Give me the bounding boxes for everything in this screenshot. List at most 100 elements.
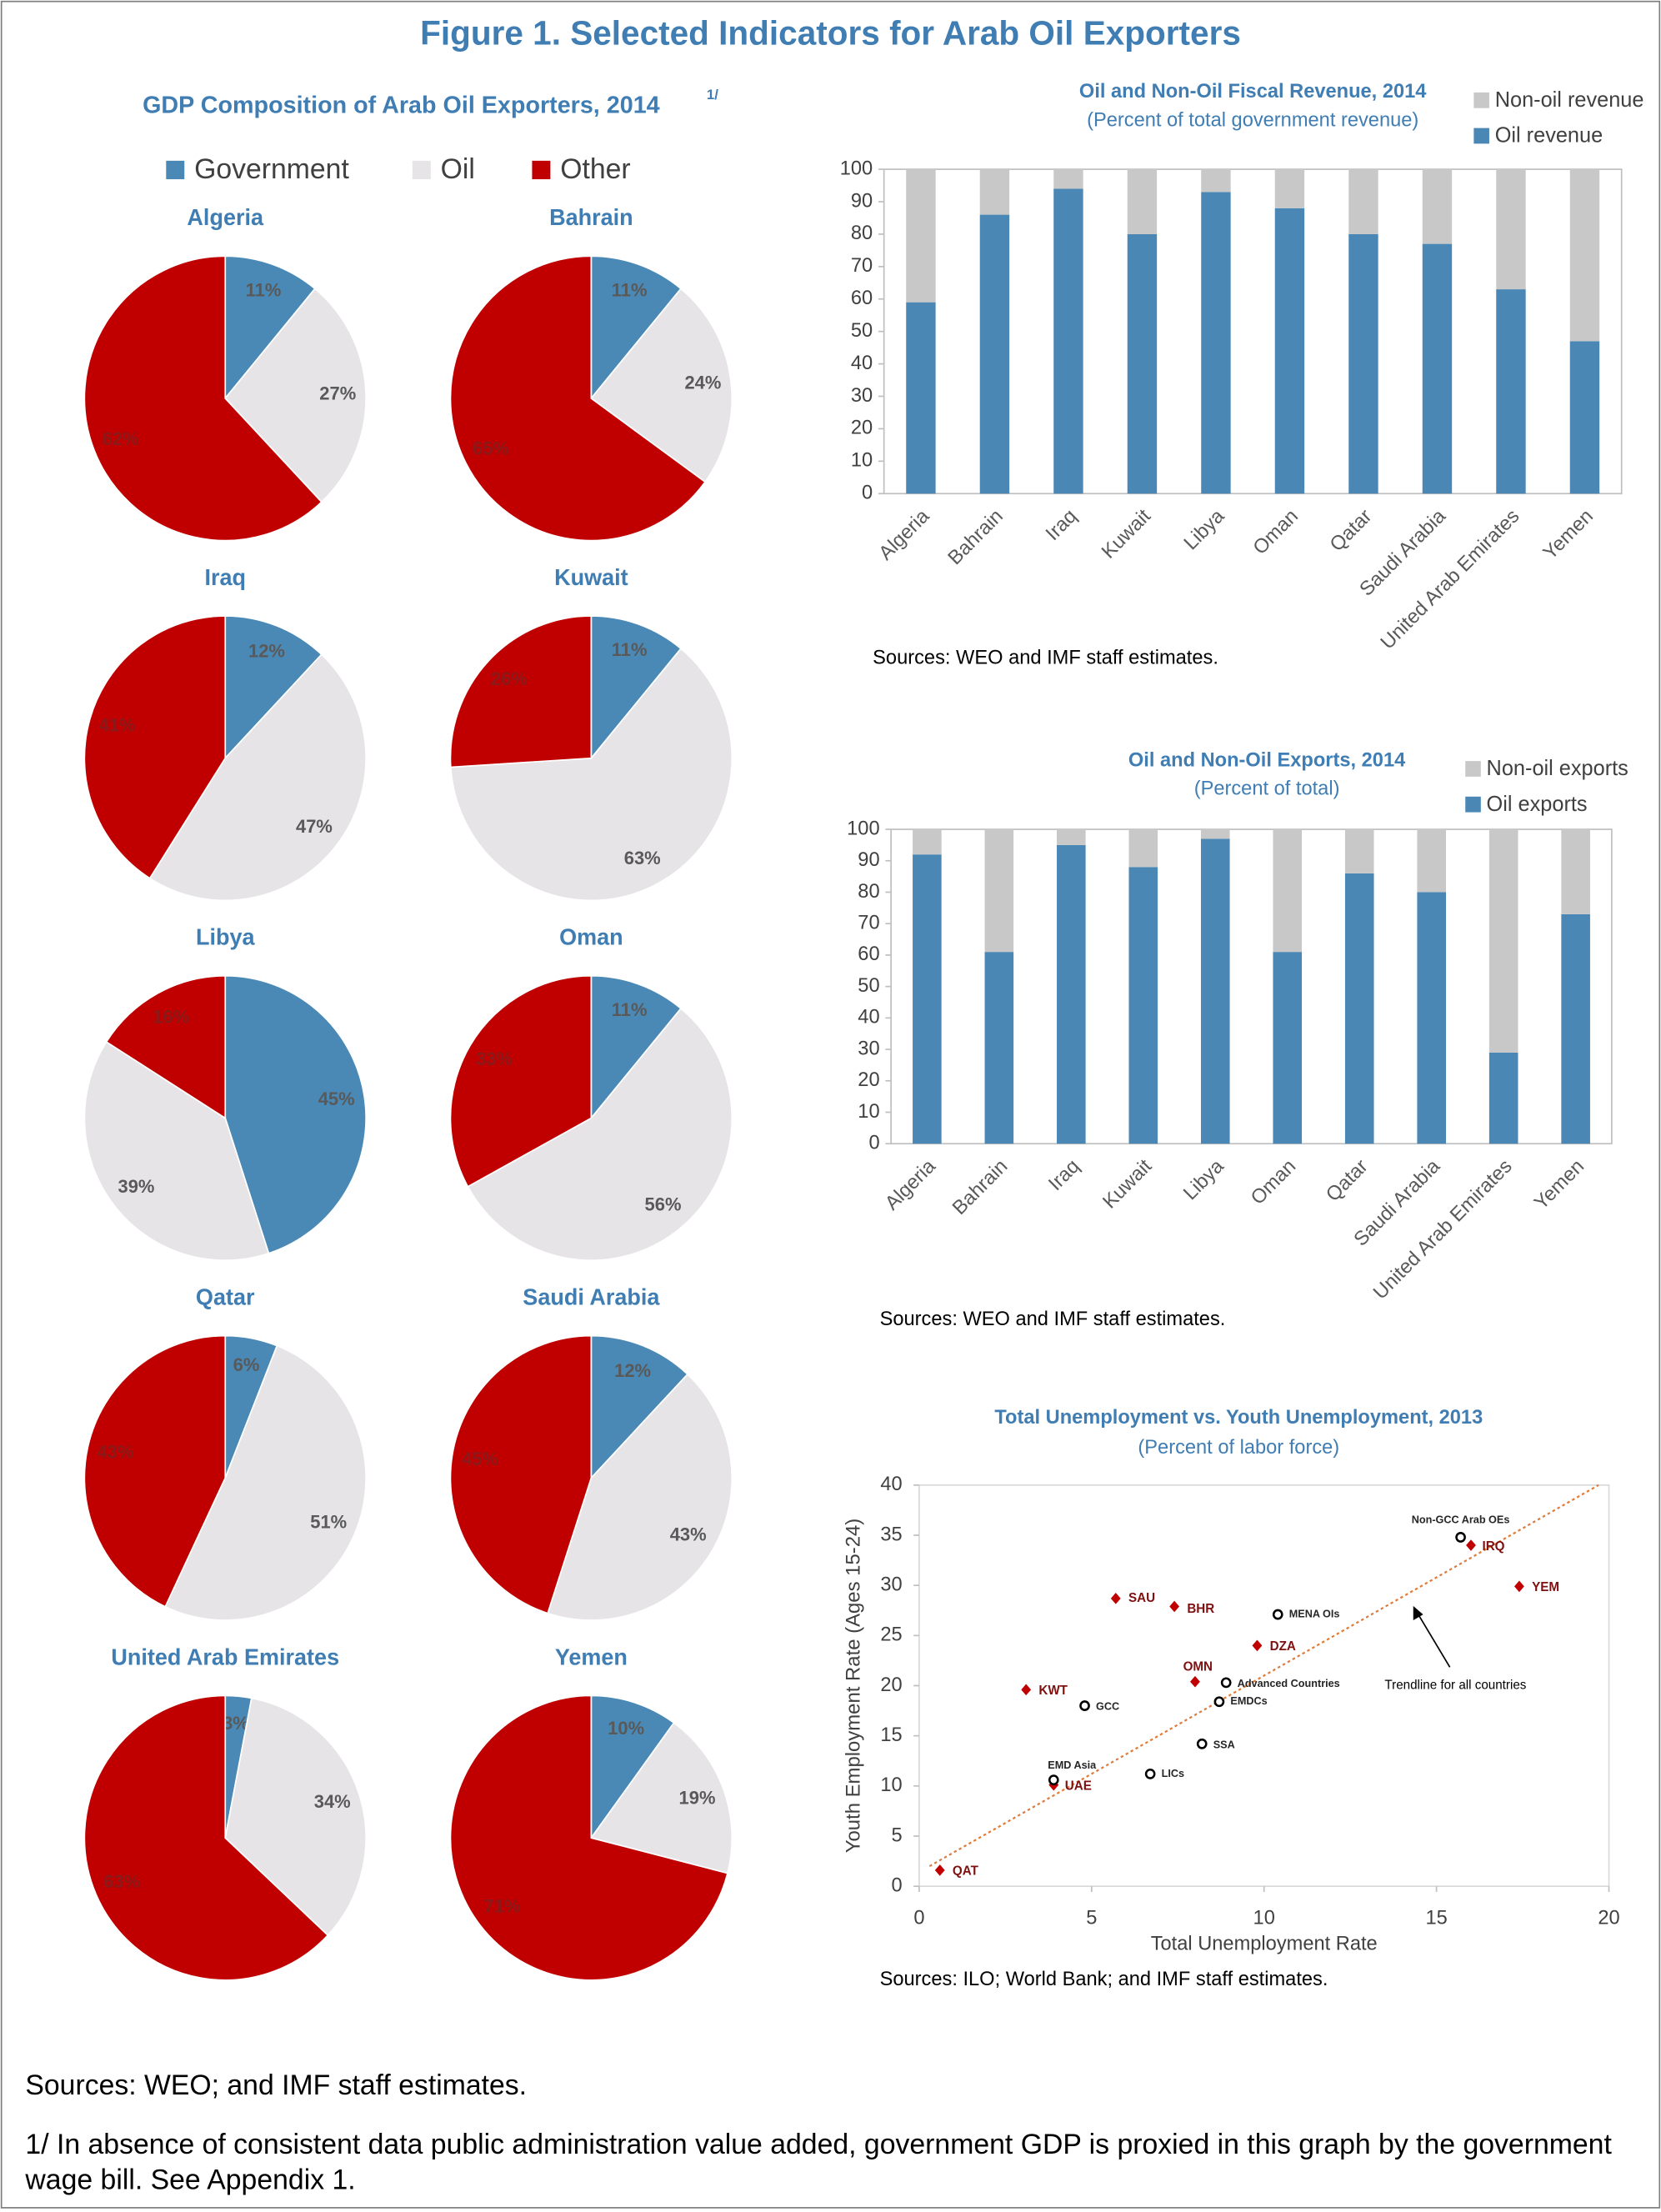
y-tick-label: 20 [851,417,873,439]
legend-label: Government [194,153,349,185]
bar-segment [1127,233,1158,494]
chart-title: GDP Composition of Arab Oil Exporters, 2… [143,93,660,119]
x-tick-label: Bahrain [943,505,1008,569]
y-tick-label: 50 [851,319,873,342]
bar-segment [1128,867,1158,1144]
x-tick-label: Algeria [881,1154,941,1214]
chart-subtitle: (Percent of total government revenue) [1087,108,1418,131]
point-label: IRQ [1482,1539,1504,1554]
annotation: Trendline for all countries [1384,1678,1526,1692]
data-label: 34% [314,1791,351,1812]
legend-label: Oil exports [1487,793,1588,816]
pie-slice [467,1007,733,1262]
pie-slice [590,1334,689,1480]
legend-swatch [1465,761,1481,777]
point-label: GCC [1096,1700,1119,1713]
data-label: 10% [608,1718,644,1739]
data-label: 45% [462,1449,498,1469]
pie-slice [164,1344,368,1621]
x-tick-label: Oman [1248,505,1303,559]
point-label: UAE [1065,1779,1092,1793]
y-tick-label: 40 [851,352,873,374]
pie-title: Libya [196,924,255,950]
bar-segment [1561,913,1590,1144]
data-label: 63% [624,848,661,868]
y-tick-label: 70 [851,254,873,277]
pie-slice [83,1334,227,1608]
y-tick-label: 80 [851,222,873,244]
y-tick-label: 40 [880,1473,902,1495]
point [1514,1580,1524,1593]
legend-label: Other [560,153,630,185]
y-tick-label: 100 [847,817,879,839]
data-label: 43% [670,1524,707,1545]
pie-title: United Arab Emirates [111,1644,339,1669]
y-tick-label: 0 [862,481,873,503]
x-tick-label: Yemen [1538,505,1597,564]
bar-segment [984,952,1014,1144]
bar-segment [1569,169,1600,342]
data-label: 11% [612,999,648,1020]
bar-segment [1417,892,1446,1144]
bar-segment [1344,829,1374,873]
legend-swatch [412,160,431,180]
y-tick-label: 15 [880,1724,902,1746]
pie-slice [590,974,683,1120]
y-tick-label: 35 [880,1523,902,1545]
pie-slice [590,1694,675,1840]
data-label: 39% [118,1176,155,1197]
legend-swatch [1465,796,1481,813]
x-tick-label: 15 [1425,1907,1447,1929]
y-tick-label: 0 [868,1131,879,1154]
point-label: DZA [1270,1639,1296,1654]
chart-source: Sources: WEO and IMF staff estimates. [880,1308,1226,1330]
data-label: 47% [296,816,333,837]
bar-segment [1053,188,1083,494]
bar-segment [1057,829,1086,845]
point-label: MENA OIs [1289,1607,1340,1619]
y-tick-label: 100 [840,157,873,179]
data-label: 11% [612,279,648,300]
point-label: QAT [953,1864,979,1879]
point-label: LICs [1162,1767,1184,1779]
y-tick-label: 10 [880,1774,902,1796]
pie-title: Kuwait [554,564,628,590]
bar-segment [1200,838,1230,1144]
point [1190,1675,1200,1688]
chart-title: Oil and Non-Oil Fiscal Revenue, 2014 [1079,80,1427,103]
chart-source: Sources: ILO; World Bank; and IMF staff … [880,1968,1328,1990]
chart-title: Oil and Non-Oil Exports, 2014 [1128,748,1406,771]
x-axis-title: Total Unemployment Rate [1151,1932,1378,1954]
pie-slice [590,255,683,401]
legend-label: Non-oil exports [1487,757,1628,780]
pie-slice [547,1373,733,1621]
x-tick-label: United Arab Emirates [1369,1155,1517,1304]
pie-slice [224,288,367,503]
x-tick-label: United Arab Emirates [1376,505,1523,654]
y-tick-label: 30 [851,384,873,407]
y-tick-label: 20 [858,1068,879,1091]
point [1466,1539,1476,1551]
y-tick-label: 40 [858,1006,879,1028]
data-label: 45% [318,1088,355,1109]
bar-segment [1348,169,1378,234]
legend-swatch [166,160,185,180]
point-label: SAU [1128,1591,1155,1605]
point [1455,1532,1466,1543]
bar-segment [1053,169,1083,189]
data-label: 71% [484,1896,521,1917]
chart-subtitle: (Percent of labor force) [1138,1436,1339,1459]
y-tick-label: 10 [858,1100,879,1123]
point-label: Advanced Countries [1238,1677,1340,1689]
data-label: 51% [310,1511,347,1532]
x-tick-label: 5 [1086,1907,1097,1929]
pie-title: Oman [559,924,623,950]
data-label: 11% [246,279,282,300]
pie-slice [590,288,733,483]
pie-title: Yemen [555,1644,628,1669]
data-label: 12% [248,641,285,662]
bar-segment [1200,829,1230,839]
pie-slice [83,255,323,542]
pie-slice [224,615,323,760]
bar-segment [1344,873,1374,1144]
